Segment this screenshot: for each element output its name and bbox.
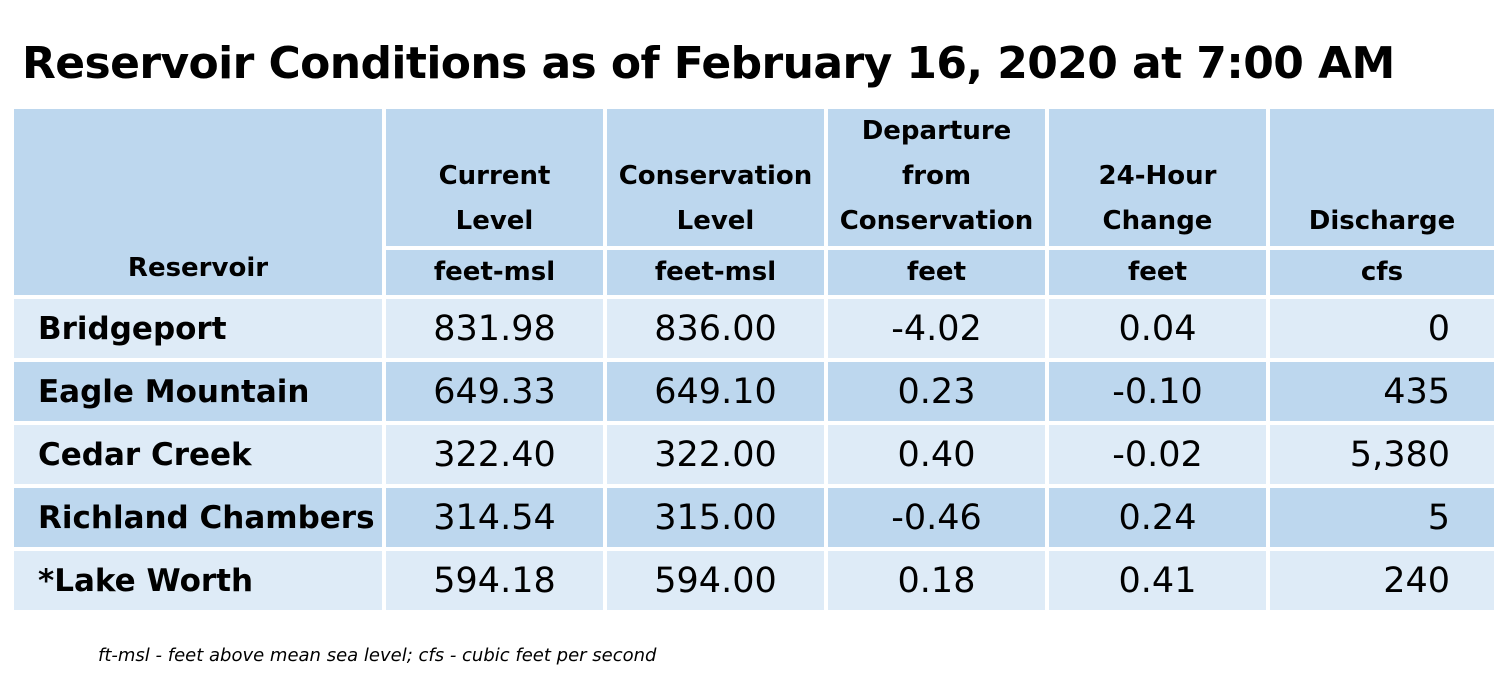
table-row: *Lake Worth 594.18 594.00 0.18 0.41 240 — [14, 551, 1494, 610]
conservation-level-value: 649.10 — [607, 362, 824, 421]
change-value: 0.24 — [1049, 488, 1266, 547]
table-row: Bridgeport 831.98 836.00 -4.02 0.04 0 — [14, 299, 1494, 358]
departure-value: 0.40 — [828, 425, 1045, 484]
current-level-value: 649.33 — [386, 362, 603, 421]
header-current-level: Current Level — [386, 109, 603, 246]
table-row: Richland Chambers 314.54 315.00 -0.46 0.… — [14, 488, 1494, 547]
unit-departure: feet — [828, 250, 1045, 295]
conservation-level-value: 315.00 — [607, 488, 824, 547]
current-level-value: 831.98 — [386, 299, 603, 358]
header-departure-line1: Departure — [861, 116, 1012, 146]
conservation-level-value: 594.00 — [607, 551, 824, 610]
header-row: Reservoir Current Level Conservation Lev… — [14, 109, 1494, 295]
unit-conservation-level: feet-msl — [607, 250, 824, 295]
conservation-level-value: 322.00 — [607, 425, 824, 484]
discharge-value: 435 — [1270, 362, 1494, 421]
discharge-value: 5,380 — [1270, 425, 1494, 484]
header-departure: Departure from Conservation — [828, 109, 1045, 246]
reservoir-name: Eagle Mountain — [14, 362, 382, 421]
unit-current-level: feet-msl — [386, 250, 603, 295]
header-discharge: Discharge — [1270, 109, 1494, 246]
conservation-level-value: 836.00 — [607, 299, 824, 358]
header-conservation-level: Conservation Level — [607, 109, 824, 246]
current-level-value: 594.18 — [386, 551, 603, 610]
discharge-value: 5 — [1270, 488, 1494, 547]
reservoir-name: Richland Chambers — [14, 488, 382, 547]
change-value: 0.04 — [1049, 299, 1266, 358]
reservoir-table: Reservoir Current Level Conservation Lev… — [10, 105, 1498, 614]
departure-value: -0.46 — [828, 488, 1045, 547]
change-value: -0.10 — [1049, 362, 1266, 421]
discharge-value: 240 — [1270, 551, 1494, 610]
departure-value: 0.18 — [828, 551, 1045, 610]
current-level-value: 322.40 — [386, 425, 603, 484]
header-conservation-line1: Conservation — [618, 161, 813, 191]
change-value: 0.41 — [1049, 551, 1266, 610]
unit-24h-change: feet — [1049, 250, 1266, 295]
unit-discharge: cfs — [1270, 250, 1494, 295]
current-level-value: 314.54 — [386, 488, 603, 547]
reservoir-name: *Lake Worth — [14, 551, 382, 610]
header-conservation-line2: Level — [676, 206, 755, 236]
departure-value: -4.02 — [828, 299, 1045, 358]
header-departure-line3: Conservation — [839, 206, 1034, 236]
header-departure-line2: from — [901, 161, 972, 191]
footnote: ft-msl - feet above mean sea level; cfs … — [98, 645, 657, 666]
discharge-value: 0 — [1270, 299, 1494, 358]
header-change-line1: 24-Hour — [1098, 161, 1217, 191]
header-reservoir: Reservoir — [14, 109, 382, 295]
header-current-line1: Current — [438, 161, 551, 191]
table-row: Eagle Mountain 649.33 649.10 0.23 -0.10 … — [14, 362, 1494, 421]
header-current-line2: Level — [455, 206, 534, 236]
header-24h-change: 24-Hour Change — [1049, 109, 1266, 246]
departure-value: 0.23 — [828, 362, 1045, 421]
table-row: Cedar Creek 322.40 322.00 0.40 -0.02 5,3… — [14, 425, 1494, 484]
change-value: -0.02 — [1049, 425, 1266, 484]
header-change-line2: Change — [1102, 206, 1213, 236]
page-title: Reservoir Conditions as of February 16, … — [22, 38, 1395, 89]
units-row: feet-msl feet-msl feet feet cfs — [14, 250, 1494, 295]
reservoir-name: Cedar Creek — [14, 425, 382, 484]
reservoir-name: Bridgeport — [14, 299, 382, 358]
